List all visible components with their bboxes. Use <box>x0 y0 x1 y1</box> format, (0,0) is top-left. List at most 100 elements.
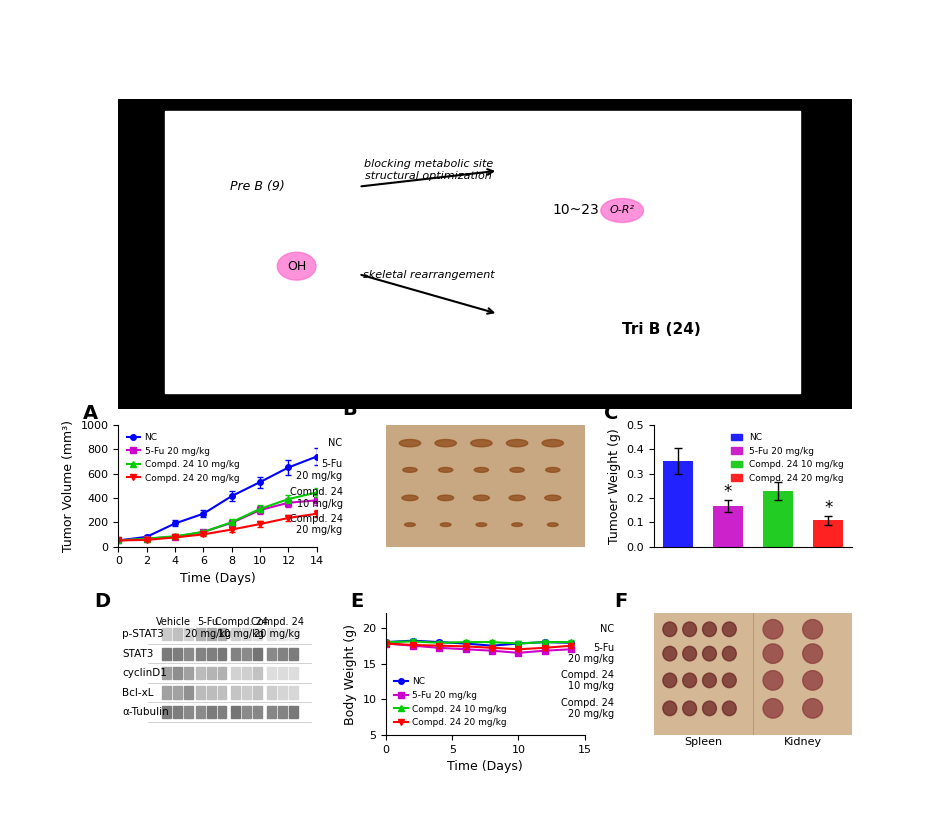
Bar <box>231 667 241 679</box>
Compd. 24 10 mg/kg <box>141 534 152 544</box>
Ellipse shape <box>542 439 563 447</box>
Legend: NC, 5-Fu 20 mg/kg, Compd. 24 10 mg/kg, Compd. 24 20 mg/kg: NC, 5-Fu 20 mg/kg, Compd. 24 10 mg/kg, C… <box>123 430 243 487</box>
Compd. 24 20 mg/kg <box>170 533 181 543</box>
Text: Compd. 24
20 mg/kg: Compd. 24 20 mg/kg <box>562 698 615 719</box>
Bar <box>173 648 182 660</box>
Bar <box>218 706 226 718</box>
5-Fu 20 mg/kg <box>565 644 577 654</box>
NC <box>460 638 472 648</box>
Bar <box>196 686 205 699</box>
5-Fu 20 mg/kg <box>407 641 419 651</box>
X-axis label: Time (Days): Time (Days) <box>180 572 256 585</box>
Compd. 24 20 mg/kg <box>512 644 524 654</box>
Ellipse shape <box>803 620 823 639</box>
Line: NC: NC <box>116 453 319 544</box>
Bar <box>184 706 193 718</box>
Text: O-R²: O-R² <box>610 206 634 216</box>
Compd. 24 10 mg/kg <box>283 494 295 504</box>
Text: blocking metabolic site: blocking metabolic site <box>364 159 493 169</box>
NC <box>113 535 124 545</box>
Text: D: D <box>95 592 111 611</box>
Legend: NC, 5-Fu 20 mg/kg, Compd. 24 10 mg/kg, Compd. 24 20 mg/kg: NC, 5-Fu 20 mg/kg, Compd. 24 10 mg/kg, C… <box>727 430 848 487</box>
Bar <box>196 667 205 679</box>
NC <box>255 477 266 487</box>
Bar <box>231 706 241 718</box>
5-Fu 20 mg/kg <box>255 505 266 515</box>
Text: Vehicle: Vehicle <box>156 617 191 627</box>
Text: structural optimization: structural optimization <box>365 171 491 181</box>
Bar <box>242 667 251 679</box>
Bar <box>184 648 193 660</box>
Compd. 24 10 mg/kg <box>170 531 181 541</box>
Bar <box>162 648 171 660</box>
Bar <box>289 706 298 718</box>
5-Fu 20 mg/kg <box>381 638 392 648</box>
Bar <box>196 628 205 640</box>
Text: F: F <box>615 592 628 611</box>
Text: NC: NC <box>600 624 615 634</box>
Bar <box>289 648 298 660</box>
Bar <box>813 520 843 547</box>
Text: 5-Fu
20 mg/kg: 5-Fu 20 mg/kg <box>296 459 343 481</box>
Ellipse shape <box>803 644 823 663</box>
Bar <box>242 686 251 699</box>
5-Fu 20 mg/kg <box>460 644 472 654</box>
Bar <box>253 686 262 699</box>
5-Fu 20 mg/kg <box>113 535 124 545</box>
Ellipse shape <box>400 439 420 447</box>
5-Fu 20 mg/kg <box>512 648 524 657</box>
Bar <box>289 628 298 640</box>
Bar <box>173 706 182 718</box>
Compd. 24 10 mg/kg <box>113 535 124 545</box>
Compd. 24 20 mg/kg <box>226 525 238 534</box>
Text: Pre B (9): Pre B (9) <box>230 180 285 193</box>
Ellipse shape <box>683 646 697 661</box>
Bar <box>218 667 226 679</box>
NC <box>170 519 181 529</box>
Ellipse shape <box>438 495 454 501</box>
Text: E: E <box>350 592 364 611</box>
Text: NC: NC <box>329 438 343 449</box>
Text: 5-Fu
20 mg/kg: 5-Fu 20 mg/kg <box>185 617 231 638</box>
Text: p-STAT3: p-STAT3 <box>122 629 164 639</box>
NC <box>283 463 295 472</box>
Bar <box>162 706 171 718</box>
NC <box>311 452 322 462</box>
Bar <box>218 686 226 699</box>
NC <box>565 638 577 648</box>
Line: 5-Fu 20 mg/kg: 5-Fu 20 mg/kg <box>116 497 319 544</box>
Compd. 24 20 mg/kg <box>486 643 497 653</box>
Ellipse shape <box>509 468 525 472</box>
Bar <box>763 491 794 547</box>
Ellipse shape <box>703 646 717 661</box>
Text: *: * <box>824 499 832 517</box>
Ellipse shape <box>277 252 316 280</box>
Bar <box>206 706 216 718</box>
Bar <box>267 686 277 699</box>
Ellipse shape <box>763 671 783 690</box>
Ellipse shape <box>723 673 736 688</box>
Y-axis label: Body Weight (g): Body Weight (g) <box>344 624 357 724</box>
Bar <box>242 648 251 660</box>
Text: Bcl-xL: Bcl-xL <box>122 687 153 697</box>
Bar <box>173 667 182 679</box>
Bar <box>165 111 800 393</box>
Bar <box>206 686 216 699</box>
Bar <box>267 648 277 660</box>
Ellipse shape <box>703 673 717 688</box>
Bar <box>231 648 241 660</box>
Bar <box>267 667 277 679</box>
Bar <box>253 628 262 640</box>
Ellipse shape <box>663 646 677 661</box>
Line: Compd. 24 20 mg/kg: Compd. 24 20 mg/kg <box>384 641 574 652</box>
Ellipse shape <box>763 699 783 718</box>
5-Fu 20 mg/kg <box>226 518 238 528</box>
Bar <box>162 628 171 640</box>
Ellipse shape <box>474 468 489 472</box>
Bar <box>278 648 287 660</box>
Compd. 24 20 mg/kg <box>539 643 550 653</box>
Ellipse shape <box>547 523 558 526</box>
Line: 5-Fu 20 mg/kg: 5-Fu 20 mg/kg <box>384 641 574 656</box>
5-Fu 20 mg/kg <box>539 646 550 656</box>
Text: α-Tubulin: α-Tubulin <box>122 707 170 717</box>
